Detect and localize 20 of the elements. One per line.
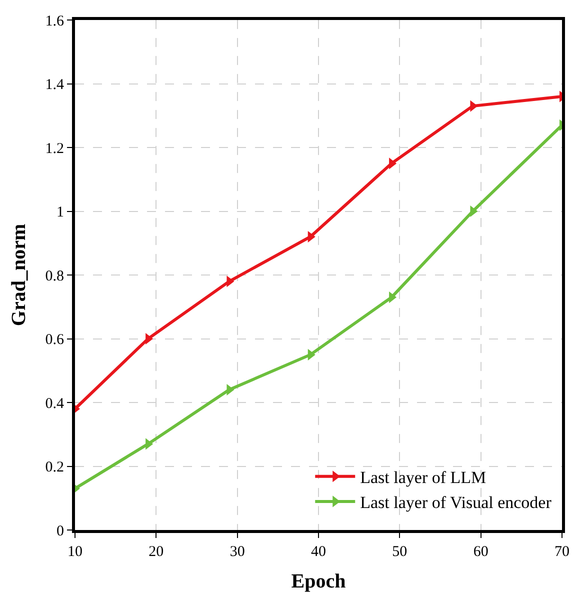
y-axis-title: Grad_norm	[8, 224, 30, 326]
x-tick-label: 50	[392, 544, 408, 560]
x-tick-label: 10	[68, 544, 82, 560]
x-tick-label: 40	[311, 544, 326, 560]
x-tick-label: 20	[148, 544, 164, 560]
x-axis-title: Epoch	[291, 570, 346, 592]
y-tick-label: 1	[56, 204, 64, 220]
y-tick-label: 0	[56, 523, 64, 540]
y-tick-label: 1.2	[45, 140, 64, 157]
y-tick-label: 0.2	[45, 460, 64, 476]
legend-label: Last layer of LLM	[360, 468, 486, 487]
y-tick-label: 0.8	[45, 268, 64, 284]
x-tick-label: 70	[554, 544, 570, 560]
y-tick-label: 0.4	[45, 396, 64, 412]
y-tick-label: 1.6	[45, 13, 64, 30]
x-tick-label: 30	[230, 544, 245, 560]
y-tick-label: 0.6	[45, 332, 64, 348]
legend-label: Last layer of Visual encoder	[360, 493, 552, 512]
y-tick-label: 1.4	[45, 77, 64, 93]
x-tick-label: 60	[473, 544, 488, 560]
